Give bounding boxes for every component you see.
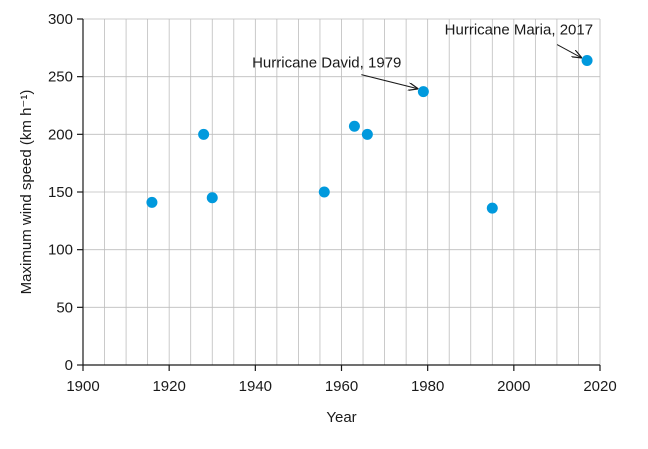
y-tick-label: 300 — [48, 11, 73, 28]
x-tick-label: 2000 — [497, 378, 530, 395]
y-axis-title: Maximum wind speed (km h⁻¹) — [18, 90, 35, 295]
grid-lines — [83, 18, 601, 365]
annotation-hurricane-maria-arrow — [556, 44, 581, 58]
x-tick-label: 1960 — [325, 378, 358, 395]
annotation-hurricane-david: Hurricane David, 1979 — [252, 55, 401, 72]
annotations: Hurricane David, 1979 Hurricane Maria, 2… — [252, 22, 593, 89]
y-tick-label: 200 — [48, 126, 73, 143]
data-point — [348, 120, 360, 132]
y-tick-label: 150 — [48, 184, 73, 201]
data-point — [361, 128, 373, 140]
y-tick-labels: 0 50 100 150 200 250 300 — [48, 11, 83, 374]
y-tick-label: 100 — [48, 242, 73, 259]
annotation-hurricane-david-arrow — [361, 74, 417, 89]
data-point — [198, 128, 210, 140]
annotation-hurricane-maria: Hurricane Maria, 2017 — [445, 22, 593, 39]
y-tick-label: 50 — [56, 299, 73, 316]
x-tick-labels: 1900 1920 1940 1960 1980 2000 2020 — [66, 365, 617, 395]
y-tick-label: 250 — [48, 69, 73, 86]
x-tick-label: 1900 — [66, 378, 99, 395]
data-point — [486, 202, 498, 214]
x-axis-title: Year — [326, 409, 356, 426]
data-point — [417, 86, 429, 98]
data-point — [318, 186, 330, 198]
x-tick-label: 1980 — [411, 378, 444, 395]
data-point — [146, 196, 158, 208]
data-point — [581, 55, 593, 67]
x-tick-label: 1920 — [152, 378, 185, 395]
data-points — [146, 55, 593, 214]
x-tick-label: 2020 — [583, 378, 616, 395]
x-tick-label: 1940 — [239, 378, 272, 395]
y-tick-label: 0 — [65, 357, 73, 374]
data-point — [206, 192, 218, 204]
